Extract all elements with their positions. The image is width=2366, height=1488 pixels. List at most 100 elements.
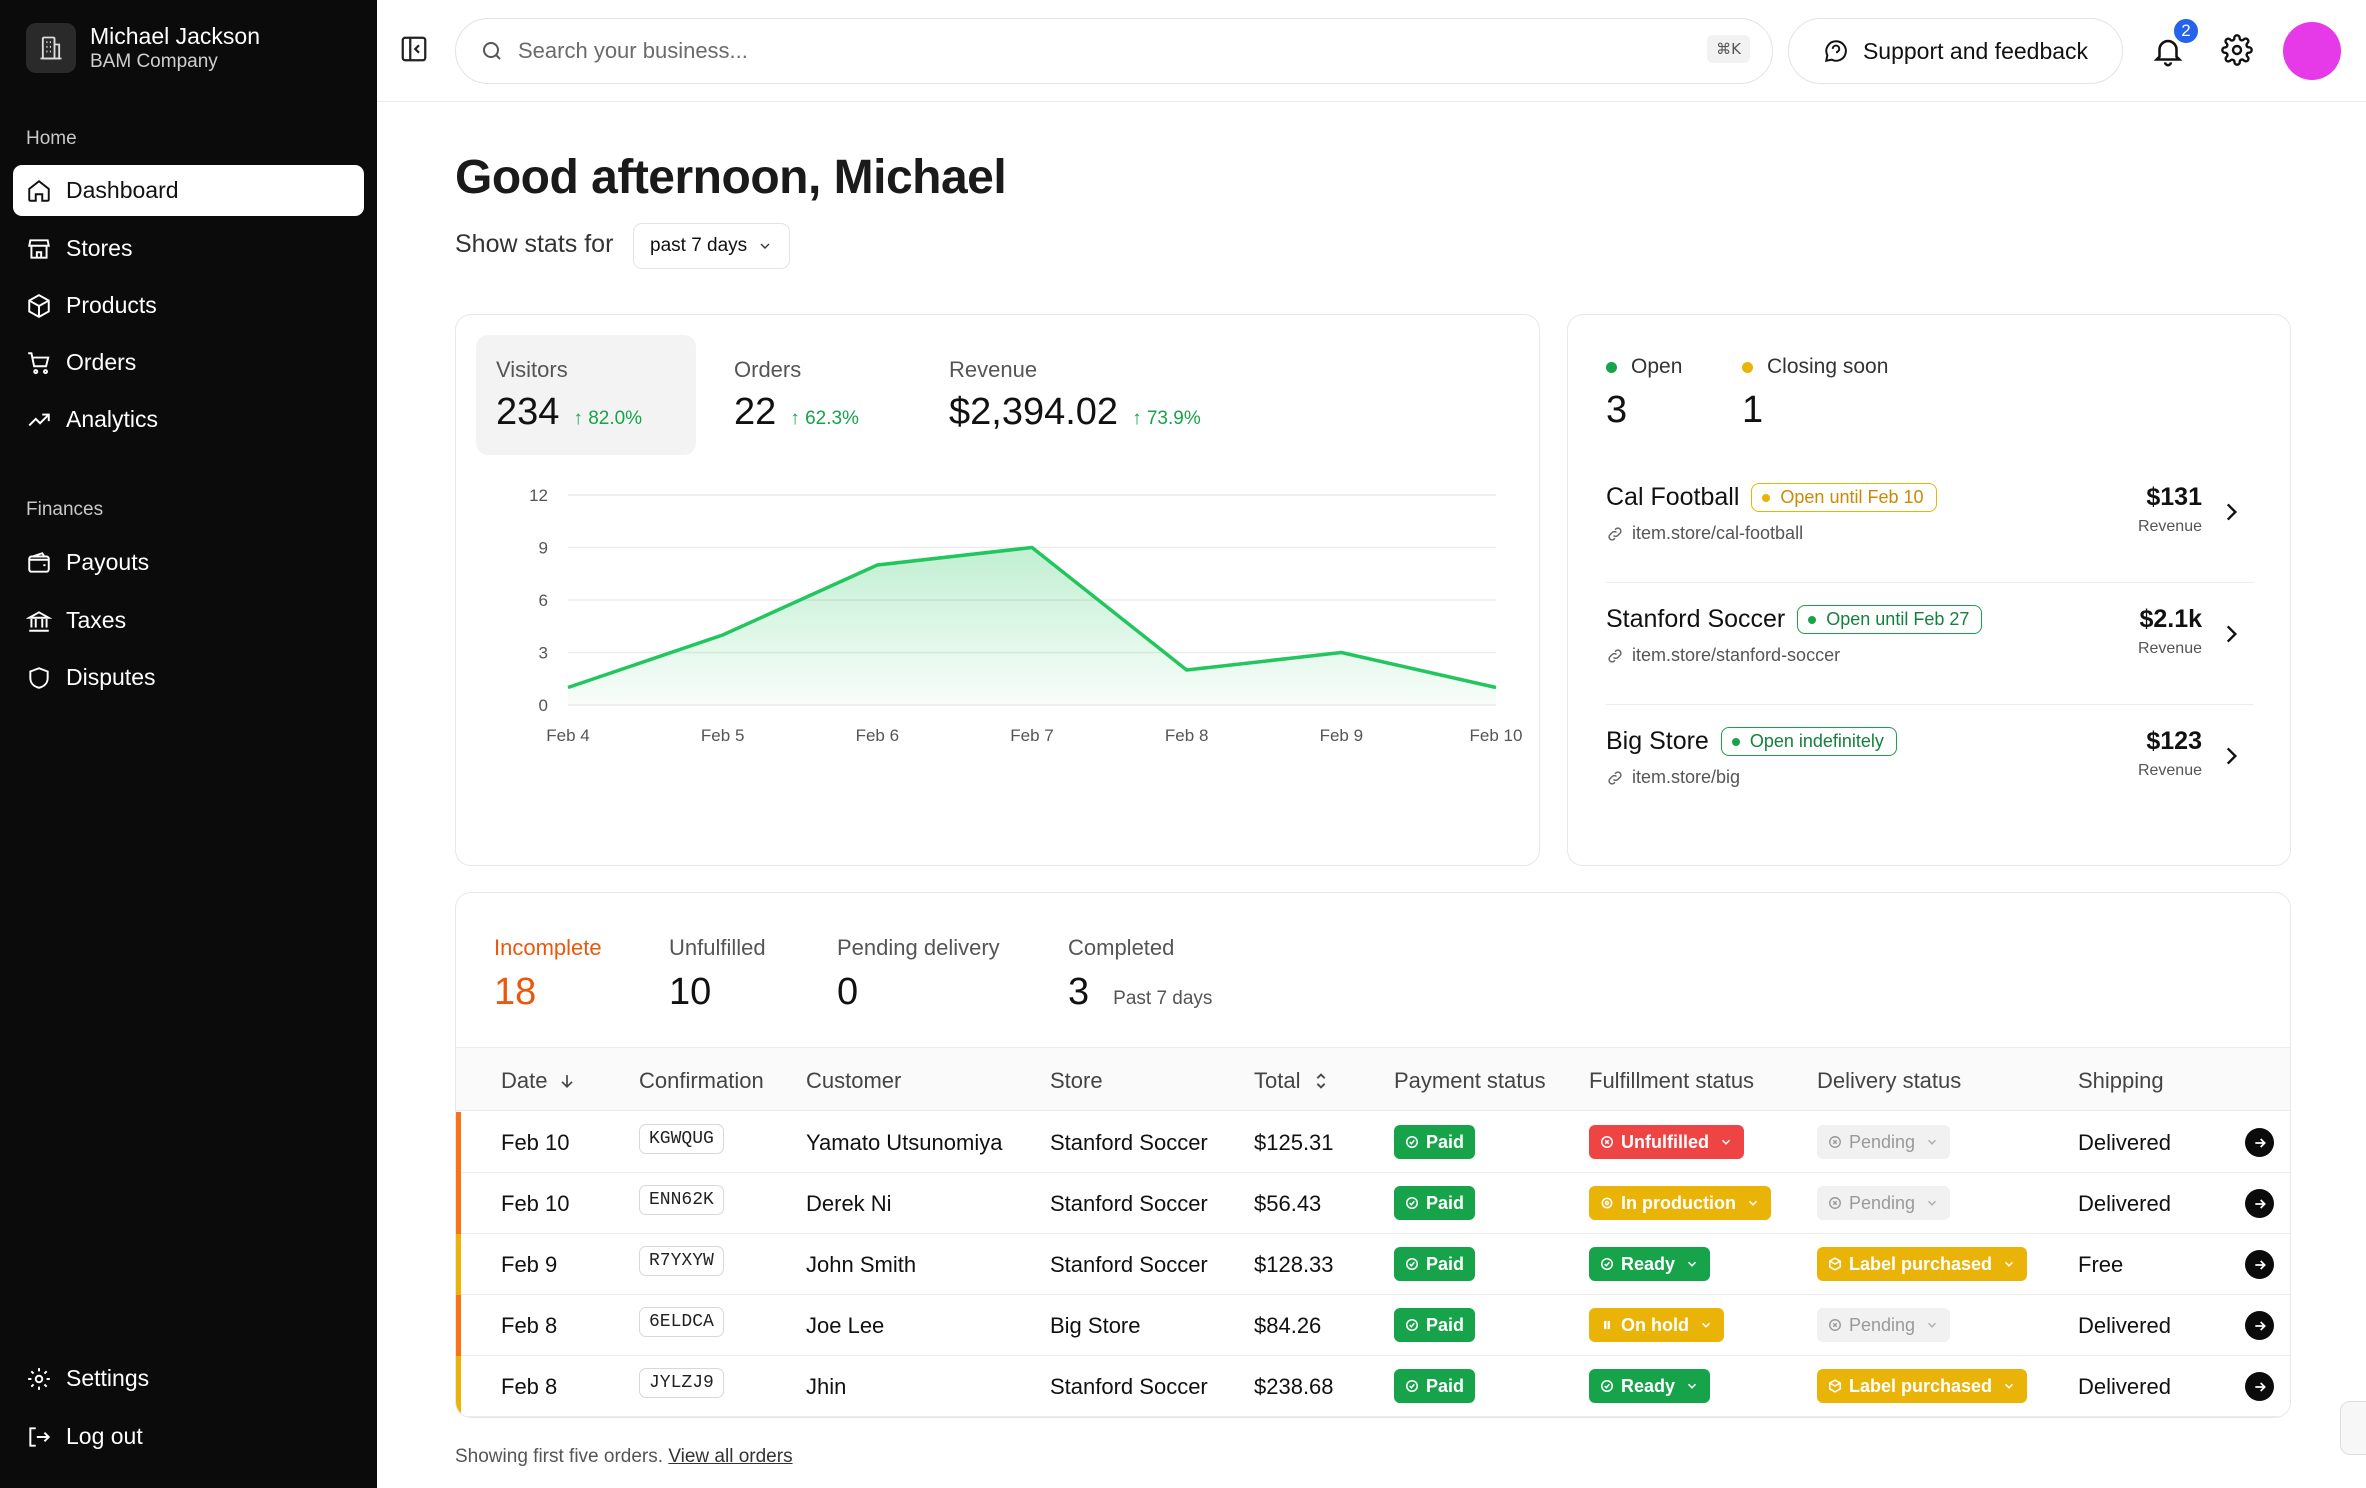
col-shipping: Shipping (2078, 1068, 2164, 1093)
stat-label: Unfulfilled (669, 935, 766, 960)
store-row[interactable]: Big Store Open indefinitely item.store/b… (1606, 705, 2254, 827)
row-status-bar (456, 1112, 461, 1173)
sidebar-item-logout[interactable]: Log out (13, 1411, 364, 1462)
sidebar-item-analytics[interactable]: Analytics (13, 394, 364, 445)
confirmation-code[interactable]: R7YXYW (639, 1246, 724, 1276)
stat-value: 18 (494, 971, 537, 1013)
sidebar-item-label: Payouts (66, 549, 150, 575)
sidebar-item-taxes[interactable]: Taxes (13, 595, 364, 646)
sidebar-item-payouts[interactable]: Payouts (13, 537, 364, 588)
fulfillment-status-select[interactable]: In production (1589, 1186, 1771, 1220)
fulfillment-status-select[interactable]: Ready (1589, 1247, 1711, 1281)
sidebar-item-stores[interactable]: Stores (13, 223, 364, 274)
kpi-orders[interactable]: Orders 22 ↑ 62.3% (714, 335, 914, 455)
bell-icon[interactable] (2151, 34, 2185, 73)
store-url[interactable]: item.store/cal-football (1632, 523, 1804, 543)
arrow-right-icon[interactable] (2245, 1189, 2274, 1218)
store-status: Open indefinitely (1749, 731, 1884, 751)
sidebar-toggle-icon[interactable] (399, 34, 431, 66)
arrow-down-icon (561, 1075, 574, 1089)
arrow-up-icon: ↑ (1132, 408, 1147, 429)
check-circle-icon (1405, 1318, 1419, 1332)
delivery-status-select[interactable]: Pending (1817, 1186, 1951, 1220)
sidebar: Michael Jackson BAM Company Home Dashboa… (0, 0, 377, 1488)
range-select[interactable]: past 7 days (633, 223, 791, 269)
link-icon (1608, 770, 1622, 785)
building-icon (26, 23, 76, 73)
confirmation-code[interactable]: 6ELDCA (639, 1307, 724, 1337)
sidebar-item-dashboard[interactable]: Dashboard (13, 165, 364, 216)
org-switcher[interactable]: Michael Jackson BAM Company (26, 22, 260, 74)
table-row[interactable]: Feb 8 JYLZJ9 Jhin Stanford Soccer $238.68 Pai… (456, 1356, 2290, 1417)
sidebar-item-settings[interactable]: Settings (13, 1353, 364, 1404)
orders-stat-pending[interactable]: Pending delivery 0 (837, 935, 1000, 1014)
x-tick-label: Feb 4 (546, 726, 589, 745)
delivery-status-select[interactable]: Label purchased (1817, 1369, 2028, 1403)
fulfillment-status-select[interactable]: Unfulfilled (1589, 1125, 1744, 1159)
chevron-down-icon (2005, 1383, 2014, 1389)
cell-customer: Joe Lee (806, 1313, 885, 1338)
search-bar[interactable]: ⌘K (455, 18, 1773, 84)
fulfillment-status-select[interactable]: On hold (1589, 1308, 1724, 1342)
delivery-status-select[interactable]: Pending (1817, 1308, 1951, 1342)
support-label: Support and feedback (1862, 37, 2089, 64)
support-button[interactable]: Support and feedback (1788, 18, 2123, 84)
store-url[interactable]: item.store/stanford-soccer (1632, 645, 1841, 665)
cell-customer: Derek Ni (806, 1191, 892, 1216)
kpi-visitors[interactable]: Visitors 234 ↑ 82.0% (476, 335, 696, 455)
confirmation-code[interactable]: KGWQUG (639, 1124, 724, 1154)
kpi-label: Visitors (496, 357, 568, 382)
user-name: Michael Jackson (90, 23, 261, 49)
kpi-change-value: 62.3% (805, 408, 859, 429)
sidebar-item-orders[interactable]: Orders (13, 337, 364, 388)
col-date[interactable]: Date (501, 1068, 577, 1094)
arrow-right-icon[interactable] (2245, 1128, 2274, 1157)
open-count: 3 (1606, 389, 1628, 431)
kpi-revenue[interactable]: Revenue $2,394.02 ↑ 73.9% (929, 335, 1269, 455)
orders-stat-incomplete[interactable]: Incomplete 18 (494, 935, 602, 1014)
confirmation-code[interactable]: JYLZJ9 (639, 1368, 724, 1398)
delivery-status-select[interactable]: Label purchased (1817, 1247, 2028, 1281)
side-panel-handle[interactable] (2340, 1401, 2366, 1455)
store-row[interactable]: Cal Football Open until Feb 10 item.stor… (1606, 461, 2254, 583)
table-row[interactable]: Feb 10 KGWQUG Yamato Utsunomiya Stanford So… (456, 1112, 2290, 1173)
chevron-right-icon[interactable] (2218, 743, 2244, 774)
fulfillment-status-select[interactable]: Ready (1589, 1369, 1711, 1403)
chevron-down-icon (1928, 1139, 1937, 1145)
check-circle-icon (1405, 1257, 1419, 1271)
orders-stat-completed[interactable]: Completed 3 Past 7 days (1068, 935, 1212, 1014)
arrow-right-icon[interactable] (2245, 1311, 2274, 1340)
sidebar-item-label: Dashboard (66, 177, 179, 203)
cell-store: Stanford Soccer (1050, 1374, 1208, 1399)
payment-status-badge: Paid (1394, 1308, 1476, 1342)
cell-date: Feb 10 (501, 1191, 570, 1216)
chevron-right-icon[interactable] (2218, 621, 2244, 652)
store-url[interactable]: item.store/big (1632, 767, 1741, 787)
avatar[interactable] (2283, 22, 2341, 80)
col-total[interactable]: Total (1254, 1068, 1332, 1094)
orders-stat-unfulfilled[interactable]: Unfulfilled 10 (669, 935, 766, 1014)
sidebar-item-products[interactable]: Products (13, 280, 364, 331)
cell-customer: John Smith (806, 1252, 917, 1277)
table-row[interactable]: Feb 10 ENN62K Derek Ni Stanford Soccer $56.4… (456, 1173, 2290, 1234)
chevron-right-icon[interactable] (2218, 499, 2244, 530)
sidebar-item-disputes[interactable]: Disputes (13, 652, 364, 703)
table-row[interactable]: Feb 9 R7YXYW John Smith Stanford Soccer $128… (456, 1234, 2290, 1295)
search-input[interactable] (518, 38, 1618, 64)
row-status-bar (456, 1295, 461, 1356)
chevron-down-icon (1928, 1200, 1937, 1206)
col-fulfillment: Fulfillment status (1589, 1068, 1755, 1093)
table-row[interactable]: Feb 8 6ELDCA Joe Lee Big Store $84.26 Paid On … (456, 1295, 2290, 1356)
cell-total: $238.68 (1254, 1374, 1334, 1399)
arrow-right-icon[interactable] (2245, 1372, 2274, 1401)
arrow-right-icon[interactable] (2245, 1250, 2274, 1279)
settings-icon[interactable] (2221, 34, 2253, 71)
stats-for-label: Show stats for (455, 230, 614, 258)
cell-shipping: Free (2078, 1252, 2124, 1277)
store-row[interactable]: Stanford Soccer Open until Feb 27 item.s… (1606, 583, 2254, 705)
col-customer: Customer (806, 1068, 902, 1093)
confirmation-code[interactable]: ENN62K (639, 1185, 724, 1215)
view-all-orders-link[interactable]: View all orders (668, 1446, 793, 1467)
sidebar-item-label: Products (66, 292, 157, 318)
delivery-status-select[interactable]: Pending (1817, 1125, 1951, 1159)
